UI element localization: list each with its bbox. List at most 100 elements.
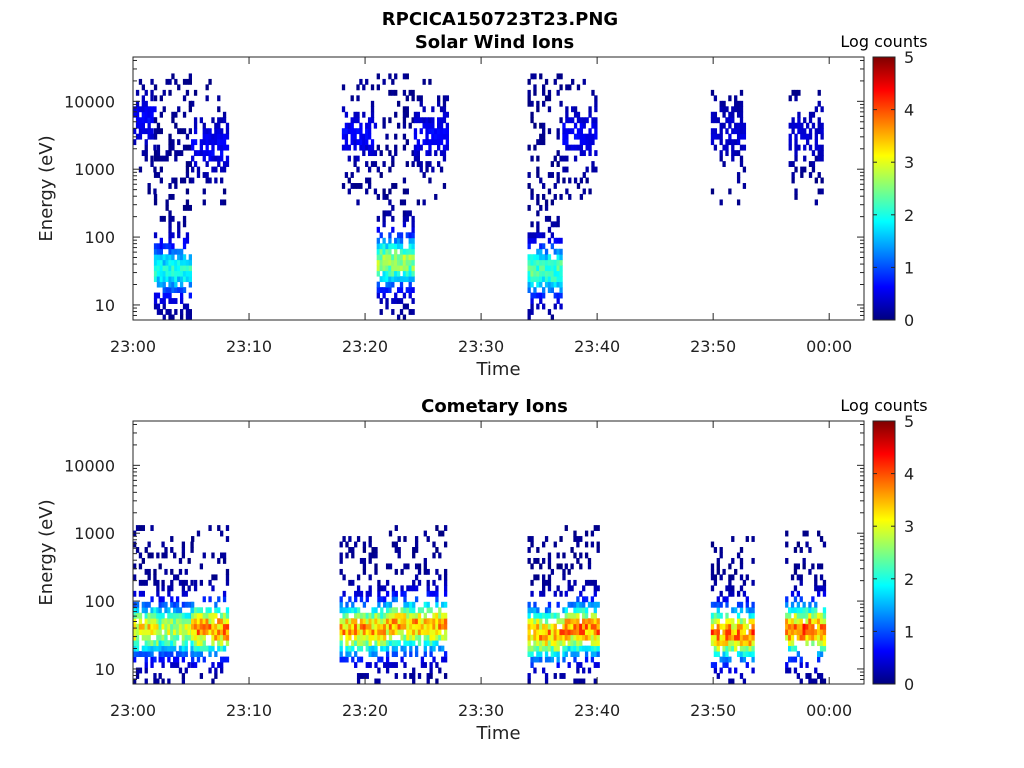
spectrogram-pixel bbox=[814, 574, 818, 581]
spectrogram-pixel bbox=[353, 144, 357, 151]
spectrogram-pixel bbox=[182, 237, 187, 244]
spectrogram-pixel bbox=[573, 656, 577, 663]
spectrogram-pixel bbox=[437, 95, 441, 102]
spectrogram-pixel bbox=[162, 215, 166, 222]
spectrogram-pixel bbox=[423, 557, 427, 564]
spectrogram-pixel bbox=[205, 177, 209, 184]
spectrogram-pixel bbox=[394, 150, 398, 157]
spectrogram-pixel bbox=[222, 596, 227, 603]
spectrogram-pixel bbox=[391, 259, 395, 266]
spectrogram-pixel bbox=[388, 612, 393, 619]
spectrogram-pixel bbox=[808, 144, 813, 151]
spectrogram-pixel bbox=[728, 122, 732, 129]
spectrogram-pixel bbox=[593, 590, 597, 597]
spectrogram-pixel bbox=[820, 177, 824, 184]
spectrogram-pixel bbox=[382, 215, 386, 222]
spectrogram-pixel bbox=[211, 150, 215, 157]
axes-box bbox=[132, 56, 865, 321]
spectrogram-pixel bbox=[716, 673, 720, 679]
spectrogram-pixel bbox=[211, 155, 215, 162]
spectrogram-pixel bbox=[731, 640, 735, 647]
spectrogram-pixel bbox=[153, 607, 157, 614]
spectrogram-pixel bbox=[153, 292, 158, 299]
spectrogram-pixel bbox=[591, 117, 595, 124]
spectrogram-pixel bbox=[716, 634, 720, 641]
spectrogram-pixel bbox=[432, 645, 436, 652]
spectrogram-pixel bbox=[379, 287, 383, 294]
spectrogram-pixel bbox=[579, 193, 584, 200]
spectrogram-pixel bbox=[593, 618, 597, 625]
spectrogram-pixel bbox=[133, 541, 137, 548]
spectrogram-pixel bbox=[573, 111, 578, 118]
spectrogram-pixel bbox=[153, 640, 157, 647]
spectrogram-pixel bbox=[191, 662, 195, 668]
spectrogram-pixel bbox=[819, 629, 824, 636]
spectrogram-pixel bbox=[138, 117, 143, 124]
spectrogram-pixel bbox=[354, 651, 358, 658]
spectrogram-pixel bbox=[559, 248, 563, 255]
spectrogram-pixel bbox=[394, 73, 398, 80]
spectrogram-pixel bbox=[579, 601, 583, 608]
spectrogram-pixel bbox=[159, 166, 163, 173]
spectrogram-pixel bbox=[544, 95, 549, 102]
spectrogram-pixel bbox=[742, 640, 747, 647]
spectrogram-pixel bbox=[785, 596, 789, 603]
spectrogram-pixel bbox=[713, 133, 718, 140]
spectrogram-pixel bbox=[527, 547, 531, 553]
spectrogram-pixel bbox=[547, 552, 552, 559]
spectrogram-pixel bbox=[530, 645, 534, 652]
spectrogram-pixel bbox=[162, 292, 166, 299]
spectrogram-pixel bbox=[564, 563, 568, 570]
spectrogram-pixel bbox=[382, 193, 386, 200]
spectrogram-pixel bbox=[731, 139, 735, 146]
spectrogram-pixel bbox=[150, 133, 154, 140]
spectrogram-pixel bbox=[408, 243, 412, 250]
spectrogram-pixel bbox=[380, 640, 384, 647]
spectrogram-pixel bbox=[376, 226, 380, 233]
spectrogram-pixel bbox=[399, 298, 404, 304]
spectrogram-pixel bbox=[431, 106, 435, 113]
spectrogram-pixel bbox=[596, 651, 600, 658]
spectrogram-pixel bbox=[553, 259, 557, 266]
spectrogram-pixel bbox=[187, 557, 191, 564]
spectrogram-pixel bbox=[438, 667, 442, 674]
spectrogram-pixel bbox=[168, 144, 172, 151]
spectrogram-pixel bbox=[412, 673, 416, 679]
spectrogram-pixel bbox=[820, 144, 824, 151]
spectrogram-pixel bbox=[199, 623, 204, 630]
spectrogram-pixel bbox=[351, 607, 355, 614]
spectrogram-pixel bbox=[412, 547, 416, 553]
spectrogram-pixel bbox=[817, 188, 821, 195]
spectrogram-pixel bbox=[419, 161, 423, 167]
spectrogram-pixel bbox=[188, 144, 192, 151]
spectrogram-pixel bbox=[356, 536, 361, 542]
spectrogram-pixel bbox=[211, 618, 215, 625]
spectrogram-pixel bbox=[133, 111, 137, 118]
spectrogram-pixel bbox=[719, 612, 723, 619]
spectrogram-pixel bbox=[388, 150, 392, 157]
spectrogram-pixel bbox=[188, 254, 192, 261]
spectrogram-pixel bbox=[536, 640, 540, 647]
spectrogram-pixel bbox=[739, 122, 744, 129]
spectrogram-pixel bbox=[739, 634, 744, 641]
spectrogram-pixel bbox=[429, 623, 433, 630]
spectrogram-pixel bbox=[402, 215, 407, 222]
spectrogram-pixel bbox=[150, 623, 154, 630]
spectrogram-pixel bbox=[536, 139, 540, 146]
spectrogram-pixel bbox=[411, 254, 415, 261]
spectrogram-pixel bbox=[168, 226, 172, 233]
spectrogram-pixel bbox=[417, 563, 422, 570]
spectrogram-pixel bbox=[199, 645, 204, 652]
spectrogram-pixel bbox=[359, 133, 363, 140]
spectrogram-pixel bbox=[385, 248, 389, 255]
spectrogram-pixel bbox=[153, 166, 157, 173]
spectrogram-pixel bbox=[547, 563, 552, 570]
spectrogram-pixel bbox=[394, 651, 398, 658]
spectrogram-pixel bbox=[590, 579, 595, 586]
spectrogram-pixel bbox=[144, 667, 148, 674]
spectrogram-pixel bbox=[593, 525, 597, 531]
spectrogram-pixel bbox=[817, 144, 821, 151]
spectrogram-pixel bbox=[562, 155, 566, 162]
spectrogram-pixel bbox=[191, 656, 195, 663]
spectrogram-pixel bbox=[443, 634, 448, 641]
